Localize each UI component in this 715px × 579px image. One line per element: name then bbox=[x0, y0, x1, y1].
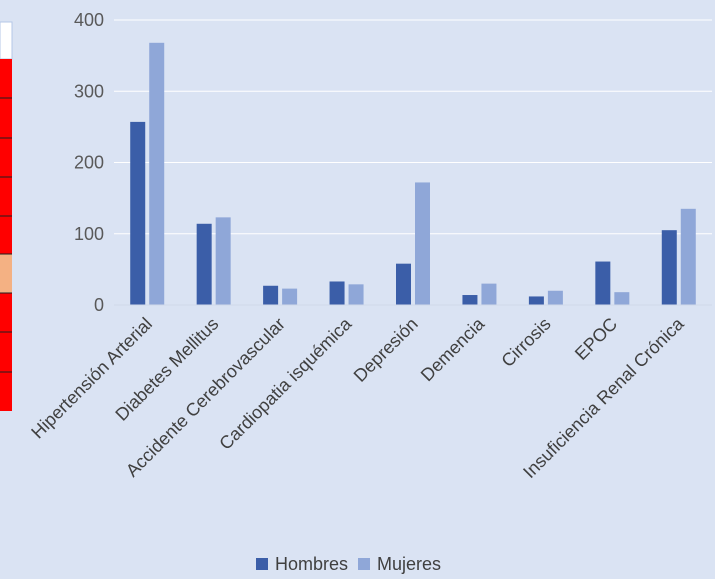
bar-mujeres-3 bbox=[348, 284, 364, 305]
bar-hombres-7 bbox=[595, 261, 611, 305]
bar-hombres-3 bbox=[329, 281, 345, 305]
bar-mujeres-4 bbox=[415, 182, 430, 305]
x-category-label: Hipertensión Arterial bbox=[27, 314, 156, 443]
bar-hombres-0 bbox=[130, 121, 146, 305]
y-axis-ticks: 0 100 200 300 400 bbox=[74, 10, 104, 315]
bar-mujeres-5 bbox=[481, 283, 497, 305]
x-category-label: EPOC bbox=[571, 314, 621, 364]
legend: Hombres Mujeres bbox=[256, 554, 441, 574]
bars bbox=[130, 42, 696, 306]
bar-hombres-4 bbox=[396, 263, 411, 305]
bar-mujeres-7 bbox=[614, 292, 630, 305]
y-tick-label: 200 bbox=[74, 153, 104, 173]
bar-hombres-2 bbox=[263, 285, 279, 305]
legend-swatch-mujeres bbox=[358, 558, 370, 570]
left-edge-panel bbox=[0, 0, 13, 414]
y-tick-label: 300 bbox=[74, 81, 104, 101]
x-category-label: Depresión bbox=[350, 314, 422, 386]
legend-swatch-hombres bbox=[256, 558, 268, 570]
x-category-label: Cardiopatia isquémica bbox=[215, 313, 356, 454]
bar-hombres-5 bbox=[462, 295, 478, 305]
bar-hombres-1 bbox=[196, 223, 212, 305]
panel-dividers bbox=[0, 97, 12, 373]
bar-mujeres-2 bbox=[282, 288, 298, 305]
y-tick-label: 100 bbox=[74, 224, 104, 244]
bar-hombres-8 bbox=[661, 230, 677, 305]
x-category-label: Cirrosis bbox=[497, 314, 554, 371]
bar-mujeres-8 bbox=[680, 208, 696, 305]
legend-label-hombres: Hombres bbox=[275, 554, 348, 574]
bar-hombres-6 bbox=[528, 296, 544, 305]
bar-mujeres-1 bbox=[215, 217, 231, 305]
y-tick-label: 0 bbox=[94, 295, 104, 315]
panel-accent-cell bbox=[0, 254, 12, 293]
y-tick-label: 400 bbox=[74, 10, 104, 30]
legend-label-mujeres: Mujeres bbox=[377, 554, 441, 574]
bar-mujeres-0 bbox=[149, 42, 165, 306]
gridlines bbox=[114, 19, 712, 235]
x-category-label: Demencia bbox=[417, 313, 489, 385]
left-edge-panel-graphic bbox=[0, 21, 13, 411]
bar-mujeres-6 bbox=[547, 290, 563, 305]
panel-red-column bbox=[0, 59, 12, 411]
